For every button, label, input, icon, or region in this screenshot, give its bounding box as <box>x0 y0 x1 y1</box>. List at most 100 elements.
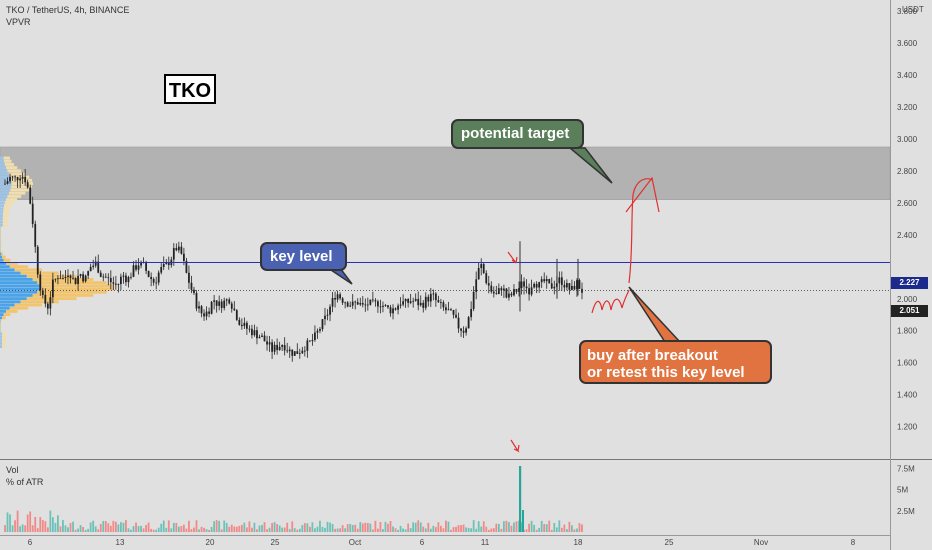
profile-bar-up <box>0 185 12 189</box>
candle <box>560 271 563 291</box>
candle <box>349 301 352 308</box>
volume-bar <box>49 510 52 532</box>
candle-body <box>490 285 493 292</box>
profile-bar-up <box>0 297 27 301</box>
candle <box>364 298 367 312</box>
candle-body <box>422 302 425 308</box>
profile-bar-up <box>0 223 3 227</box>
candle <box>67 269 69 285</box>
candle-body <box>450 309 452 311</box>
candle <box>99 270 102 278</box>
price-tick-label: 3.000 <box>897 135 918 144</box>
candle-body <box>74 277 77 284</box>
candle-body <box>175 248 178 251</box>
candle <box>11 175 14 181</box>
volume-bar <box>533 524 536 532</box>
volume-bar <box>384 521 387 532</box>
volume-bar <box>576 528 578 532</box>
volume-bar <box>452 527 455 532</box>
profile-bar-up <box>0 169 8 173</box>
volume-bar <box>4 525 6 532</box>
price-axis-ticks: 3.800 3.600 3.400 3.200 3.000 2.800 2.600 2.400… <box>897 7 918 431</box>
candle <box>6 177 9 185</box>
candle-body <box>366 304 369 306</box>
volume-bar <box>256 529 258 532</box>
candle-body <box>145 262 148 271</box>
candle <box>223 297 226 311</box>
price-tick-label: 3.200 <box>897 103 918 112</box>
volume-bar <box>467 527 470 532</box>
candle <box>553 280 556 295</box>
price-tick-label: 1.800 <box>897 327 918 336</box>
candle <box>402 294 405 307</box>
profile-bar-up <box>0 172 9 176</box>
volume-bar <box>268 527 271 532</box>
candle-body <box>407 298 410 303</box>
candle <box>205 306 208 321</box>
volume-pane-bg <box>0 460 890 535</box>
volume-bar <box>205 529 208 532</box>
candle <box>467 315 470 329</box>
profile-bar-down <box>4 162 14 166</box>
profile-bar-up <box>0 210 4 214</box>
candle <box>46 301 49 315</box>
candle <box>359 297 362 307</box>
candle <box>150 272 153 287</box>
candle <box>346 301 349 308</box>
candle-body <box>190 282 193 290</box>
volume-bar <box>77 528 79 532</box>
profile-bar-up <box>0 233 1 237</box>
candle <box>177 241 180 253</box>
volume-bar <box>581 524 583 532</box>
profile-bar-up <box>0 217 3 221</box>
candle <box>331 291 334 313</box>
candle-body <box>502 288 505 291</box>
volume-bar <box>525 529 528 532</box>
profile-bar-up <box>0 268 15 272</box>
volume-tick-label: 5M <box>897 486 908 495</box>
candle-body <box>326 314 329 316</box>
candle-body <box>127 277 130 283</box>
buy-callout-line1: buy after breakout <box>587 347 718 364</box>
candle <box>208 307 210 318</box>
key-level-price-tag: 2.227 <box>891 277 928 289</box>
volume-bar <box>72 521 74 532</box>
profile-bar-down <box>20 300 59 304</box>
candle-body <box>508 293 510 298</box>
profile-bar-down <box>14 303 42 307</box>
profile-bar-down <box>11 185 33 189</box>
candle-body <box>568 283 571 290</box>
candle-body <box>399 304 402 306</box>
candle <box>432 289 435 301</box>
volume-bar <box>155 529 158 532</box>
candle <box>180 242 183 255</box>
candle-body <box>125 275 127 283</box>
volume-bar <box>69 523 72 532</box>
ticker-logo-box: TKO <box>164 74 216 104</box>
price-tick-label: 1.200 <box>897 423 918 432</box>
candle-body <box>409 301 412 303</box>
time-tick-label: 25 <box>665 538 674 547</box>
candle-body <box>296 351 299 354</box>
candle-body <box>24 176 27 183</box>
candle-body <box>203 313 205 317</box>
volume-bar <box>402 528 405 532</box>
volume-bar <box>74 529 77 532</box>
candle <box>26 179 29 189</box>
candles <box>4 168 583 362</box>
volume-bar <box>482 521 485 532</box>
potential-target-callout: potential target <box>451 119 584 149</box>
volume-bar <box>399 525 402 532</box>
volume-bar <box>125 520 127 532</box>
candle-body <box>233 308 236 311</box>
candle <box>135 260 137 272</box>
volume-bar <box>407 523 410 532</box>
volume-bar <box>11 525 14 532</box>
candle-body <box>238 319 241 325</box>
candle <box>147 270 150 278</box>
volume-bar <box>29 511 32 532</box>
candle <box>230 301 233 313</box>
volume-bar <box>26 514 29 532</box>
volume-bar <box>104 521 107 532</box>
